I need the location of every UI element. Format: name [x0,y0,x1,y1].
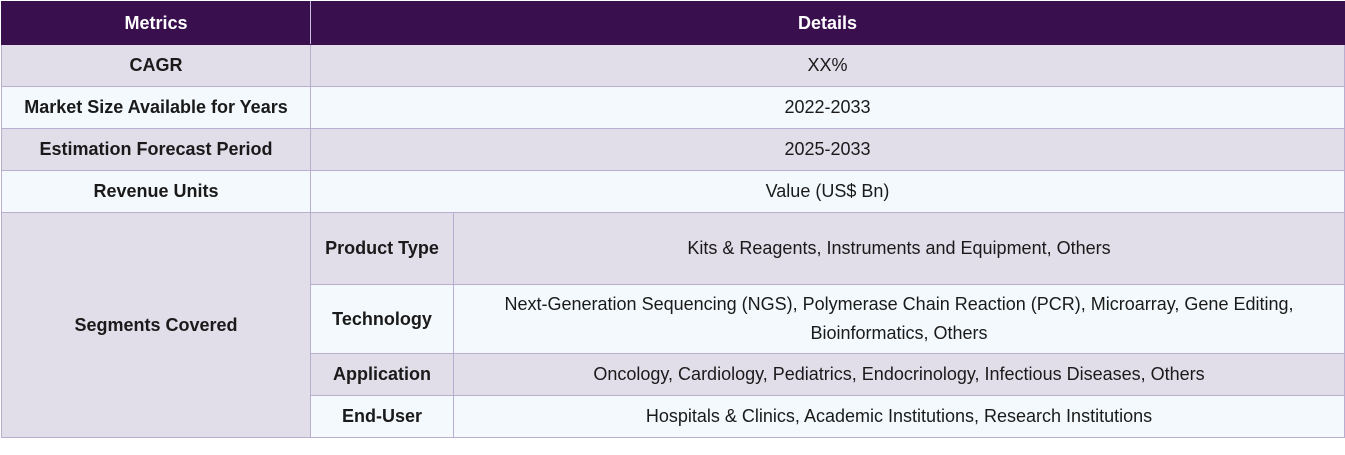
segment-detail-end-user: Hospitals & Clinics, Academic Institutio… [453,395,1345,438]
metrics-column-header: Metrics [1,1,311,45]
segment-name-product-type: Product Type [310,212,454,285]
segment-name-application: Application [310,353,454,396]
detail-cagr: XX% [310,44,1345,87]
table-header-row: Metrics Details [1,1,1345,45]
details-column-header: Details [310,1,1345,45]
segment-name-end-user: End-User [310,395,454,438]
metric-revenue-units: Revenue Units [1,170,311,213]
table-row: Revenue Units Value (US$ Bn) [1,170,1345,213]
segment-detail-product-type: Kits & Reagents, Instruments and Equipme… [453,212,1345,285]
segment-detail-technology: Next-Generation Sequencing (NGS), Polyme… [453,284,1345,354]
detail-revenue-units: Value (US$ Bn) [310,170,1345,213]
segment-detail-application: Oncology, Cardiology, Pediatrics, Endocr… [453,353,1345,396]
table-row: Estimation Forecast Period 2025-2033 [1,128,1345,171]
table-row: Technology Next-Generation Sequencing (N… [2,284,1345,354]
table-row: Application Oncology, Cardiology, Pediat… [2,353,1345,396]
detail-market-size-years: 2022-2033 [310,86,1345,129]
table-row: Market Size Available for Years 2022-203… [1,86,1345,129]
detail-forecast-period: 2025-2033 [310,128,1345,171]
metric-forecast-period: Estimation Forecast Period [1,128,311,171]
segment-name-technology: Technology [310,284,454,354]
market-report-table: Metrics Details CAGR XX% Market Size Ava… [1,1,1345,438]
metric-cagr: CAGR [1,44,311,87]
segments-covered-label: Segments Covered [1,212,311,438]
metric-market-size-years: Market Size Available for Years [1,86,311,129]
table-row: CAGR XX% [1,44,1345,87]
table-row: End-User Hospitals & Clinics, Academic I… [2,395,1345,438]
table-row: Segments Covered Product Type Kits & Rea… [1,212,1345,438]
